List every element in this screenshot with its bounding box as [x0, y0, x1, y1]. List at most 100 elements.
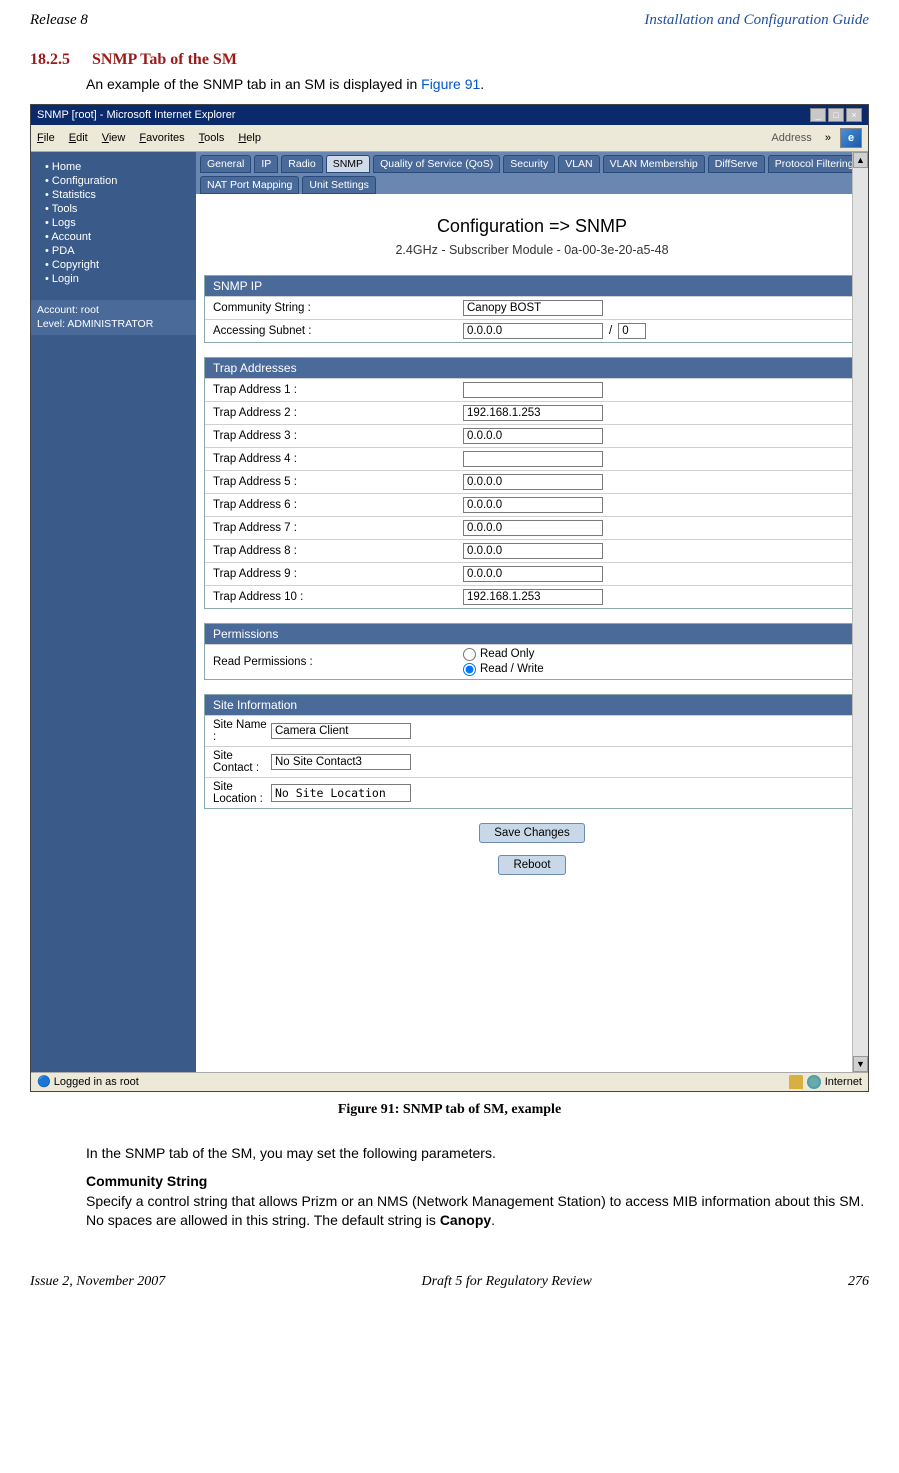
row-trap-4: Trap Address 4 : [205, 447, 859, 470]
sidebar-item-home[interactable]: Home [45, 160, 196, 174]
panel-header-site: Site Information [205, 695, 859, 715]
tab-vlan[interactable]: VLAN [558, 155, 599, 173]
trap-address-4-input[interactable] [463, 451, 603, 467]
tab-nat-port-mapping[interactable]: NAT Port Mapping [200, 176, 299, 194]
sidebar-item-configuration[interactable]: Configuration [45, 174, 196, 188]
window-controls: _ □ × [810, 108, 862, 122]
header-right: Installation and Configuration Guide [644, 12, 869, 29]
minimize-button[interactable]: _ [810, 108, 826, 122]
browser-titlebar: SNMP [root] - Microsoft Internet Explore… [31, 105, 868, 125]
sidebar-item-login[interactable]: Login [45, 272, 196, 286]
tab-vlan-membership[interactable]: VLAN Membership [603, 155, 705, 173]
browser-statusbar: 🔵 Logged in as root Internet [31, 1072, 868, 1091]
row-trap-8: Trap Address 8 : [205, 539, 859, 562]
content-area: HomeConfigurationStatisticsToolsLogsAcco… [31, 152, 868, 1072]
menu-view[interactable]: View [102, 132, 126, 144]
scroll-down-icon[interactable]: ▼ [853, 1056, 868, 1072]
trap-address-8-input[interactable] [463, 543, 603, 559]
footer-center: Draft 5 for Regulatory Review [422, 1274, 592, 1290]
radio-read-write[interactable]: Read / Write [463, 663, 544, 676]
tab-radio[interactable]: Radio [281, 155, 322, 173]
sidebar-item-tools[interactable]: Tools [45, 202, 196, 216]
panel-permissions: Permissions Read Permissions : Read Only… [204, 623, 860, 680]
tab-ip[interactable]: IP [254, 155, 278, 173]
trap-address-5-input[interactable] [463, 474, 603, 490]
section-number: 18.2.5 [30, 51, 70, 68]
row-trap-3: Trap Address 3 : [205, 424, 859, 447]
community-string-heading: Community String [86, 1173, 869, 1189]
internet-icon [807, 1075, 821, 1089]
figure-link[interactable]: Figure 91 [421, 76, 480, 92]
site-location-input[interactable] [271, 784, 411, 802]
sidebar-item-pda[interactable]: PDA [45, 244, 196, 258]
reboot-row: Reboot [196, 855, 868, 875]
panel-header-traps: Trap Addresses [205, 358, 859, 378]
trap-address-6-input[interactable] [463, 497, 603, 513]
sidebar-item-copyright[interactable]: Copyright [45, 258, 196, 272]
section-title: SNMP Tab of the SM [92, 51, 237, 68]
row-trap-9: Trap Address 9 : [205, 562, 859, 585]
site-contact-input[interactable] [271, 754, 411, 770]
subnet-mask-input[interactable] [618, 323, 646, 339]
menubar-items: File Edit View Favorites Tools Help [37, 132, 261, 144]
footer-left: Issue 2, November 2007 [30, 1274, 165, 1290]
reboot-button[interactable]: Reboot [498, 855, 565, 875]
window-title: SNMP [root] - Microsoft Internet Explore… [37, 109, 235, 121]
row-permissions: Read Permissions : Read Only Read / Writ… [205, 644, 859, 679]
lock-icon [789, 1075, 803, 1089]
tab-security[interactable]: Security [503, 155, 555, 173]
row-site-contact: Site Contact : [205, 746, 859, 777]
paragraph-1: In the SNMP tab of the SM, you may set t… [86, 1144, 869, 1163]
close-button[interactable]: × [846, 108, 862, 122]
trap-address-10-input[interactable] [463, 589, 603, 605]
menu-favorites[interactable]: Favorites [139, 132, 184, 144]
radio-read-only[interactable]: Read Only [463, 648, 544, 661]
panel-trap-addresses: Trap Addresses Trap Address 1 : Trap Addr… [204, 357, 860, 609]
scroll-up-icon[interactable]: ▲ [853, 152, 868, 168]
tab-diffserve[interactable]: DiffServe [708, 155, 765, 173]
save-changes-button[interactable]: Save Changes [479, 823, 584, 843]
main-pane: GeneralIPRadioSNMPQuality of Service (Qo… [196, 152, 868, 1072]
trap-address-2-input[interactable] [463, 405, 603, 421]
sidebar-item-account[interactable]: Account [45, 230, 196, 244]
tab-snmp[interactable]: SNMP [326, 155, 370, 173]
row-trap-7: Trap Address 7 : [205, 516, 859, 539]
chevrons[interactable]: » [825, 132, 831, 144]
row-trap-6: Trap Address 6 : [205, 493, 859, 516]
panel-site-info: Site Information Site Name : Site Contac… [204, 694, 860, 809]
row-subnet: Accessing Subnet : / [205, 319, 859, 342]
maximize-button[interactable]: □ [828, 108, 844, 122]
sidebar-item-logs[interactable]: Logs [45, 216, 196, 230]
menu-edit[interactable]: Edit [69, 132, 88, 144]
section-heading: 18.2.5 SNMP Tab of the SM [30, 51, 869, 69]
browser-window: SNMP [root] - Microsoft Internet Explore… [30, 104, 869, 1092]
tab-quality-of-service-qos-[interactable]: Quality of Service (QoS) [373, 155, 500, 173]
row-trap-1: Trap Address 1 : [205, 378, 859, 401]
tab-unit-settings[interactable]: Unit Settings [302, 176, 376, 194]
page-header: Release 8 Installation and Configuration… [30, 12, 869, 29]
row-trap-10: Trap Address 10 : [205, 585, 859, 608]
community-string-input[interactable] [463, 300, 603, 316]
header-left: Release 8 [30, 12, 88, 29]
footer-right: 276 [848, 1274, 869, 1290]
save-row: Save Changes [196, 823, 868, 843]
subnet-input[interactable] [463, 323, 603, 339]
site-name-input[interactable] [271, 723, 411, 739]
sidebar-item-statistics[interactable]: Statistics [45, 188, 196, 202]
tab-protocol-filtering[interactable]: Protocol Filtering [768, 155, 861, 173]
trap-address-7-input[interactable] [463, 520, 603, 536]
trap-address-1-input[interactable] [463, 382, 603, 398]
trap-address-3-input[interactable] [463, 428, 603, 444]
paragraph-2: Specify a control string that allows Pri… [86, 1192, 869, 1230]
config-subtitle: 2.4GHz - Subscriber Module - 0a-00-3e-20… [196, 243, 868, 257]
tab-general[interactable]: General [200, 155, 251, 173]
row-site-name: Site Name : [205, 715, 859, 746]
vertical-scrollbar[interactable]: ▲ ▼ [852, 152, 868, 1072]
trap-address-9-input[interactable] [463, 566, 603, 582]
panel-header-snmp-ip: SNMP IP [205, 276, 859, 296]
menu-help[interactable]: Help [238, 132, 261, 144]
menu-file[interactable]: File [37, 132, 55, 144]
tab-row-1: GeneralIPRadioSNMPQuality of Service (Qo… [196, 152, 868, 173]
menu-tools[interactable]: Tools [199, 132, 225, 144]
browser-menubar: FileEditViewFavoritesToolsHelp Address »… [31, 125, 868, 152]
